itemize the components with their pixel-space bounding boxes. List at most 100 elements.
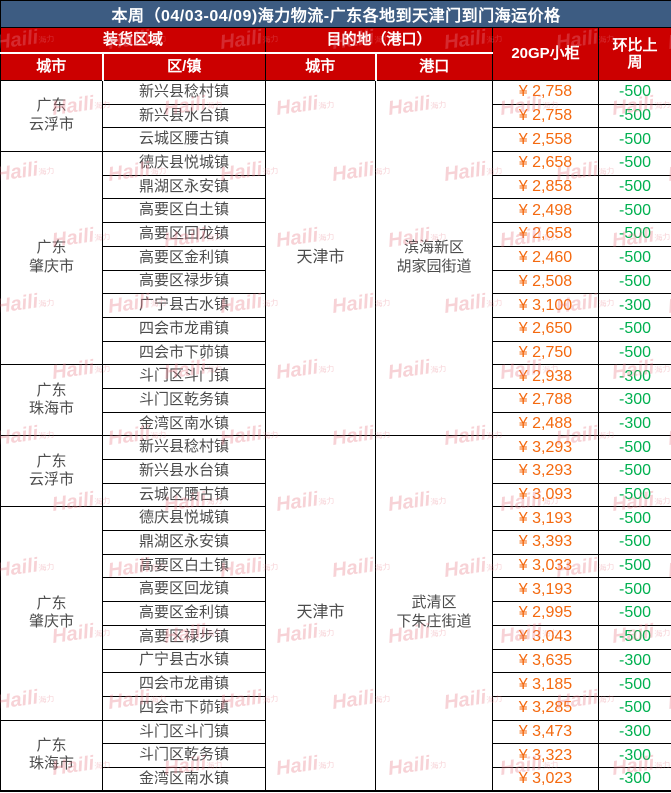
loading-city-cell: 广东 珠海市 xyxy=(0,719,103,792)
price-20gp-cell: ¥ 2,758 xyxy=(492,103,599,129)
district-town-cell: 高要区金利镇 xyxy=(102,601,266,626)
price-20gp-cell: ¥ 3,293 xyxy=(492,459,599,484)
price-20gp-cell: ¥ 3,093 xyxy=(492,482,599,508)
district-town-cell: 四会市龙甫镇 xyxy=(102,672,266,697)
destination-city-cell: 天津市 xyxy=(265,79,376,437)
district-town-cell: 高要区白土镇 xyxy=(102,553,266,579)
loading-city-cell: 广东 云浮市 xyxy=(0,79,103,153)
table-row: 四会市下茆镇 ¥ 3,285 -500 xyxy=(1,695,671,721)
table-row: 四会市龙甫镇 ¥ 2,650 -500 xyxy=(1,316,671,342)
week-change-cell: -500 xyxy=(597,198,671,224)
destination-port-header: 目的地（港口） xyxy=(265,27,493,54)
dest-city-header: 城市 xyxy=(265,52,377,81)
loading-city-header: 城市 xyxy=(0,52,104,81)
loading-city-cell: 广东 云浮市 xyxy=(0,435,103,508)
week-change-cell: -500 xyxy=(597,601,671,626)
destination-city-cell: 天津市 xyxy=(265,435,376,792)
page-title: 本周（04/03-04/09)海力物流-广东各地到天津门到门海运价格 xyxy=(0,0,671,28)
table-row: 云城区腰古镇 ¥ 3,093 -500 xyxy=(1,482,671,508)
port-header: 港口 xyxy=(375,52,493,81)
week-change-cell: -300 xyxy=(597,387,671,413)
district-town-cell: 斗门区乾务镇 xyxy=(102,743,266,768)
week-change-cell: -500 xyxy=(597,151,671,176)
district-town-cell: 四会市龙甫镇 xyxy=(102,316,266,342)
week-change-cell: -500 xyxy=(597,127,671,153)
price-20gp-cell: ¥ 2,498 xyxy=(492,198,599,224)
week-change-cell: -500 xyxy=(597,174,671,200)
price-20gp-cell: ¥ 2,788 xyxy=(492,387,599,413)
price-20gp-cell: ¥ 3,193 xyxy=(492,577,599,603)
container-20gp-header: 20GP小柜 xyxy=(492,27,599,81)
week-change-cell: -500 xyxy=(597,553,671,579)
district-town-cell: 高要区回龙镇 xyxy=(102,577,266,603)
price-20gp-cell: ¥ 2,488 xyxy=(492,411,599,437)
week-change-cell: -300 xyxy=(597,719,671,745)
week-change-cell: -500 xyxy=(597,624,671,650)
price-20gp-cell: ¥ 2,758 xyxy=(492,80,599,105)
week-change-cell: -500 xyxy=(597,222,671,247)
table-row: 广东 珠海市 斗门区斗门镇 ¥ 2,938 -300 xyxy=(0,364,671,437)
week-change-cell: -300 xyxy=(597,364,671,389)
price-20gp-cell: ¥ 3,323 xyxy=(492,743,599,768)
week-change-cell: -500 xyxy=(597,80,671,105)
table-row: 鼎湖区永安镇 ¥ 2,858 -500 xyxy=(1,174,671,200)
week-change-cell: -500 xyxy=(597,695,671,721)
district-town-cell: 四会市下茆镇 xyxy=(102,340,266,366)
table-row: 高要区白土镇 ¥ 2,498 -500 xyxy=(1,198,671,224)
loading-city-cell: 广东 肇庆市 xyxy=(0,151,103,366)
week-change-cell: -500 xyxy=(597,316,671,342)
week-change-cell: -300 xyxy=(597,743,671,768)
district-town-cell: 德庆县悦城镇 xyxy=(102,151,266,176)
district-town-cell: 高要区白土镇 xyxy=(102,198,266,224)
price-20gp-cell: ¥ 2,938 xyxy=(492,364,599,389)
price-20gp-cell: ¥ 3,193 xyxy=(492,506,599,532)
week-change-cell: -500 xyxy=(597,103,671,129)
district-town-cell: 鼎湖区永安镇 xyxy=(102,530,266,555)
week-change-cell: -500 xyxy=(597,506,671,532)
week-change-cell: -500 xyxy=(597,672,671,697)
port-cell: 滨海新区 胡家园街道 xyxy=(375,79,493,437)
district-town-cell: 四会市下茆镇 xyxy=(102,695,266,721)
price-20gp-cell: ¥ 2,658 xyxy=(492,222,599,247)
table-row: 新兴县水台镇 ¥ 2,758 -500 xyxy=(1,103,671,129)
table-row: 斗门区乾务镇 ¥ 3,323 -300 xyxy=(1,743,671,768)
week-change-cell: -500 xyxy=(597,269,671,295)
price-20gp-cell: ¥ 3,635 xyxy=(492,648,599,674)
price-20gp-cell: ¥ 2,650 xyxy=(492,316,599,342)
price-20gp-cell: ¥ 2,750 xyxy=(492,340,599,366)
price-20gp-cell: ¥ 3,185 xyxy=(492,672,599,697)
table-row: 广东 云浮市 新兴县稔村镇 天津市 滨海新区 胡家园街道 ¥ 2,758 -500 xyxy=(0,79,671,437)
title-row: 本周（04/03-04/09)海力物流-广东各地到天津门到门海运价格 xyxy=(0,0,671,28)
district-town-cell: 广宁县古水镇 xyxy=(102,293,266,318)
district-town-cell: 新兴县水台镇 xyxy=(102,459,266,484)
table-row: 广东 肇庆市 德庆县悦城镇 ¥ 3,193 -500 xyxy=(0,506,671,721)
table-row: 鼎湖区永安镇 ¥ 3,393 -500 xyxy=(1,530,671,555)
week-change-cell: -500 xyxy=(597,530,671,555)
price-20gp-cell: ¥ 2,658 xyxy=(492,151,599,176)
loading-region-header: 装货区域 xyxy=(0,27,266,54)
price-20gp-cell: ¥ 3,293 xyxy=(492,435,599,460)
district-town-cell: 新兴县稔村镇 xyxy=(102,80,266,105)
table-header: 本周（04/03-04/09)海力物流-广东各地到天津门到门海运价格 装货区域 … xyxy=(0,0,671,81)
price-20gp-cell: ¥ 3,285 xyxy=(492,695,599,721)
table-row: 广东 珠海市 斗门区斗门镇 ¥ 3,473 -300 xyxy=(0,719,671,792)
header-group-row: 装货区域 目的地（港口） 20GP小柜 环比上周 xyxy=(0,27,671,81)
price-20gp-cell: ¥ 3,393 xyxy=(492,530,599,555)
district-town-cell: 高要区回龙镇 xyxy=(102,222,266,247)
port-cell: 武清区 下朱庄街道 xyxy=(375,435,493,792)
table-row: 广东 云浮市 新兴县稔村镇 天津市 武清区 下朱庄街道 ¥ 3,293 -500 xyxy=(0,435,671,792)
table-row: 高要区金利镇 ¥ 2,995 -500 xyxy=(1,601,671,626)
table-row: 四会市下茆镇 ¥ 2,750 -500 xyxy=(1,340,671,366)
price-20gp-cell: ¥ 3,023 xyxy=(492,766,599,792)
week-change-cell: -500 xyxy=(597,459,671,484)
price-20gp-cell: ¥ 2,460 xyxy=(492,245,599,271)
district-town-cell: 斗门区斗门镇 xyxy=(102,364,266,389)
week-change-cell: -500 xyxy=(597,245,671,271)
price-20gp-cell: ¥ 2,858 xyxy=(492,174,599,200)
week-change-cell: -300 xyxy=(597,293,671,318)
loading-city-cell: 广东 肇庆市 xyxy=(0,506,103,721)
loading-city-cell: 广东 珠海市 xyxy=(0,364,103,437)
district-town-header: 区/镇 xyxy=(102,52,266,81)
header-sub-row: 城市 区/镇 城市 港口 xyxy=(0,52,671,81)
week-change-cell: -300 xyxy=(597,648,671,674)
